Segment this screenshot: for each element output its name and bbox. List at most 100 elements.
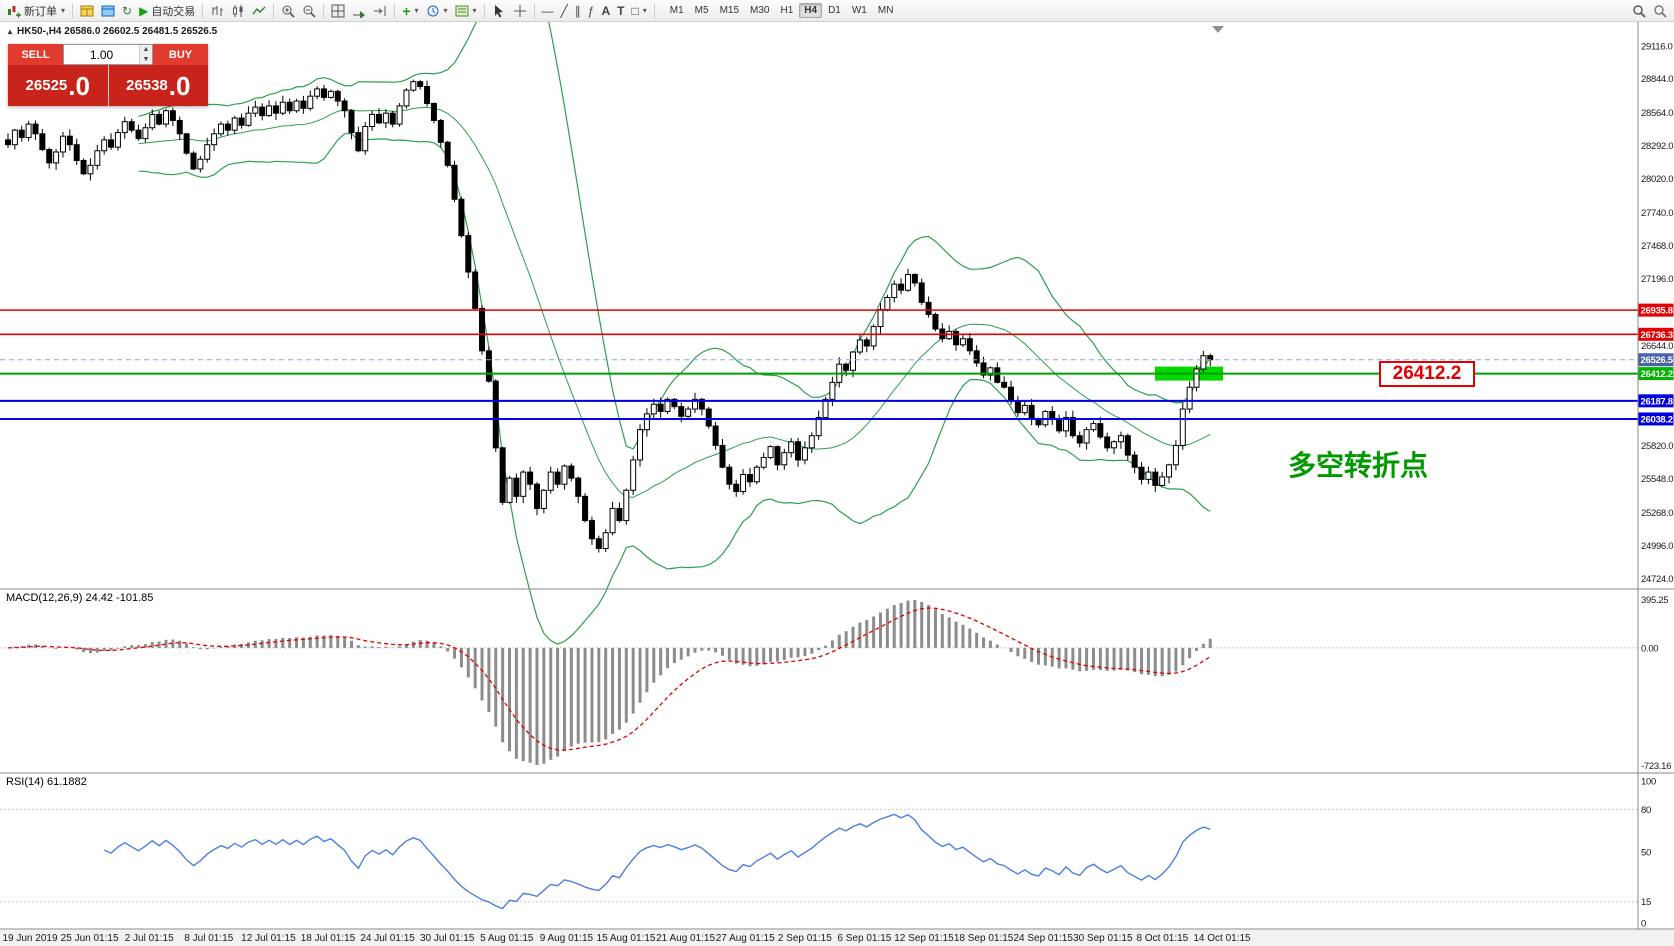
price-axis[interactable]: 29116.0 28844.0 28564.0 28292.0 28020.0 27740…: [0, 22, 1674, 946]
profiles-button[interactable]: [98, 2, 118, 20]
svg-text:26736.3: 26736.3: [1641, 330, 1673, 341]
separator: [533, 3, 535, 18]
profiles-icon: [101, 5, 115, 16]
timeframe-m5-button[interactable]: M5: [694, 5, 709, 16]
one-click-toggle-icon[interactable]: ▴: [8, 27, 13, 36]
chart-shift-button[interactable]: [370, 2, 390, 20]
refresh-button[interactable]: ↻: [119, 2, 135, 20]
caret-down-icon: ▾: [414, 6, 419, 15]
chart-shift-icon: [374, 5, 386, 16]
candlestick-chart-button[interactable]: [228, 2, 248, 20]
horizontal-line-tool-button[interactable]: —: [539, 2, 557, 20]
sell-button[interactable]: SELL: [8, 44, 63, 65]
rsi-label: RSI(14) 61.1882: [6, 776, 87, 788]
search-button[interactable]: [1650, 2, 1670, 20]
svg-text:0: 0: [1641, 919, 1646, 930]
level-lines[interactable]: [0, 26, 1638, 420]
time-axis[interactable]: 19 Jun 2019 25 Jun 01:15 2 Jul 01:15 8 Jul …: [0, 930, 1674, 946]
svg-text:26038.2: 26038.2: [1641, 414, 1673, 425]
volume-input[interactable]: [64, 45, 139, 64]
macd-pane: 395.25 0.00 -723.16: [0, 595, 1671, 772]
main-toolbar: 新订单 ▾ ↻ ▶ 自动交易: [0, 0, 1674, 22]
svg-text:12 Jul 01:15: 12 Jul 01:15: [241, 933, 296, 944]
price-level-callout[interactable]: 26412.2: [1379, 360, 1475, 387]
trendline-tool-button[interactable]: ╱: [558, 2, 571, 20]
label-tool-button[interactable]: T: [614, 2, 627, 20]
buy-button[interactable]: BUY: [153, 44, 208, 65]
buy-price-frac: .0: [168, 70, 191, 101]
indicators-plus-icon: +: [402, 2, 411, 19]
charts-grid-button[interactable]: [77, 2, 97, 20]
zoom-in-button[interactable]: [278, 2, 298, 20]
shape-icon: □: [631, 3, 639, 18]
timeframe-m1-button[interactable]: M1: [669, 5, 684, 16]
timeframe-h1-button[interactable]: H1: [780, 5, 794, 16]
templates-button[interactable]: ▾: [452, 2, 480, 20]
volume-spinner: ▲ ▼: [139, 45, 152, 64]
svg-text:24 Sep 01:15: 24 Sep 01:15: [1013, 933, 1073, 944]
spinner-up-icon[interactable]: ▲: [140, 45, 152, 55]
svg-text:18 Sep 01:15: 18 Sep 01:15: [954, 933, 1014, 944]
bar-chart-button[interactable]: [207, 2, 227, 20]
separator: [323, 3, 325, 18]
separator: [394, 3, 396, 18]
svg-text:80: 80: [1641, 805, 1651, 816]
timeframe-d1-button[interactable]: D1: [828, 5, 841, 16]
axis-badge: [1638, 327, 1674, 341]
line-chart-button[interactable]: [249, 2, 269, 20]
separator: [273, 3, 275, 18]
svg-text:15: 15: [1641, 897, 1651, 908]
chart-annotation[interactable]: 多空转折点: [1288, 450, 1429, 481]
timeframe-mn-button[interactable]: MN: [877, 5, 894, 16]
candlestick-chart-icon: [233, 4, 243, 17]
timeframe-m30-button[interactable]: M30: [750, 5, 770, 16]
axis-badge: [1638, 353, 1674, 367]
symbol-info-text: HK50-,H4 26586.0 26602.5 26481.5 26526.5: [17, 26, 218, 37]
crosshair-button[interactable]: [510, 2, 530, 20]
timeframe-h4-button[interactable]: H4: [799, 3, 823, 18]
line-chart-icon: [252, 6, 266, 14]
clock-icon: [427, 5, 439, 16]
auto-scroll-button[interactable]: [349, 2, 369, 20]
svg-text:30 Jul 01:15: 30 Jul 01:15: [420, 933, 475, 944]
timeframe-w1-button[interactable]: W1: [851, 5, 867, 16]
auto-trading-button[interactable]: ▶ 自动交易: [136, 2, 198, 20]
symbol-search-button[interactable]: [1629, 2, 1649, 20]
auto-scroll-icon: [353, 10, 366, 18]
time-axis-strip: [0, 930, 1674, 946]
bar-chart-icon: [212, 5, 224, 16]
axis-badge: [1638, 303, 1674, 317]
bollinger-middle: [138, 106, 1211, 498]
timeframe-m15-button[interactable]: M15: [719, 5, 740, 16]
new-order-button[interactable]: 新订单 ▾: [4, 2, 68, 20]
svg-text:29116.0: 29116.0: [1641, 41, 1673, 52]
chart-shift-marker[interactable]: [1212, 26, 1224, 33]
cursor-icon: [494, 4, 503, 17]
svg-text:2 Jul 01:15: 2 Jul 01:15: [125, 933, 174, 944]
channel-tool-button[interactable]: ∥: [572, 2, 584, 20]
channel-icon: ∥: [574, 3, 581, 18]
bollinger-bands: [138, 0, 1211, 645]
caret-down-icon: ▾: [642, 6, 647, 15]
text-tool-button[interactable]: A: [598, 2, 613, 20]
svg-text:100: 100: [1641, 777, 1656, 788]
svg-text:26935.8: 26935.8: [1641, 306, 1673, 317]
spinner-down-icon[interactable]: ▼: [140, 54, 152, 64]
buy-price[interactable]: 26538.0: [107, 65, 209, 106]
svg-text:5 Aug 01:15: 5 Aug 01:15: [480, 933, 534, 944]
cursor-button[interactable]: [489, 2, 509, 20]
shapes-tool-button[interactable]: □ ▾: [628, 2, 649, 20]
tile-windows-icon: [331, 4, 345, 17]
svg-text:6 Sep 01:15: 6 Sep 01:15: [837, 933, 891, 944]
periods-button[interactable]: ▾: [423, 2, 451, 20]
fibonacci-tool-button[interactable]: ƒ: [585, 2, 598, 20]
indicators-button[interactable]: + ▾: [399, 2, 421, 20]
sell-price[interactable]: 26525.0: [8, 65, 108, 106]
zoom-out-button[interactable]: [299, 2, 319, 20]
svg-text:14 Oct 01:15: 14 Oct 01:15: [1193, 933, 1251, 944]
tile-windows-button[interactable]: [328, 2, 348, 20]
axis-badge: [1638, 412, 1674, 426]
separator: [72, 3, 74, 18]
timeframe-group: M1 M5 M15 M30 H1 H4 D1 W1 MN: [665, 3, 899, 18]
